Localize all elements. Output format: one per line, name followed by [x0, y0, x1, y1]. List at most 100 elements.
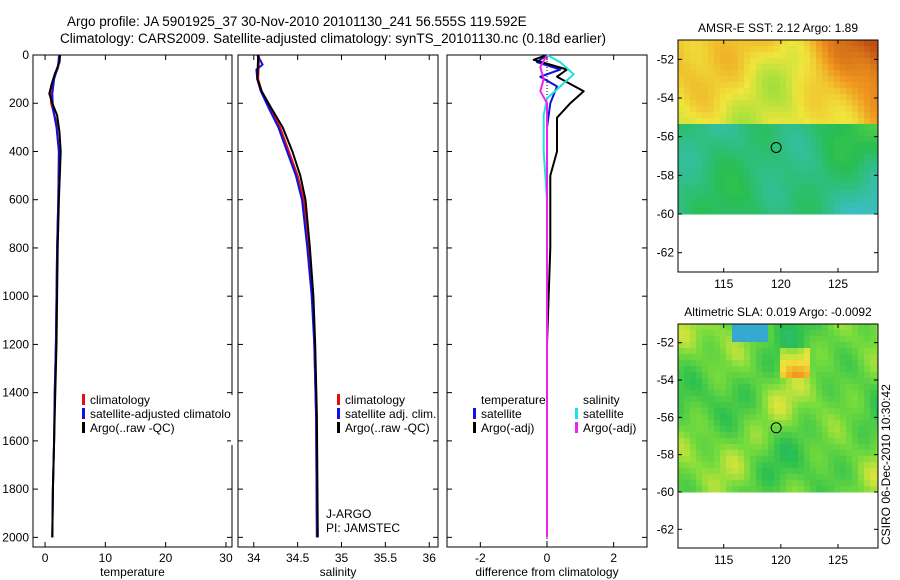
sst_map-cell [756, 196, 763, 203]
sla_map-cell [876, 372, 879, 379]
sla_map-cell [738, 420, 745, 427]
sla_map-cell [852, 348, 859, 355]
sst_map-cell [810, 100, 817, 107]
sla_map-cell [852, 360, 859, 367]
sla_map-cell [726, 336, 733, 343]
sst_map-cell [858, 160, 865, 167]
sla_map-cell [768, 402, 775, 409]
sla_map-cell [702, 420, 709, 427]
sla_map-cell [822, 420, 829, 427]
sst_map-cell [726, 184, 733, 191]
sla_map-cell [780, 444, 787, 451]
sst_map-cell [834, 148, 841, 155]
sst_map-cell [816, 94, 823, 101]
sla_map-cell [762, 474, 769, 481]
sst_map-cell [846, 124, 853, 131]
sst_map-cell [846, 196, 853, 203]
sla_map-cell [846, 432, 853, 439]
sst_map-cell [852, 112, 859, 119]
sst_map-cell [714, 106, 721, 113]
sst_map-cell [738, 202, 745, 209]
sst_map-cell [726, 172, 733, 179]
temperature-ytick-label: 0 [22, 48, 29, 62]
sst_map-cell [810, 178, 817, 185]
sst_map-cell [756, 208, 763, 215]
sla_map-cell [792, 438, 799, 445]
sla_map-cell [696, 360, 703, 367]
sst_map-cell [696, 160, 703, 167]
sst_map-cell [876, 142, 879, 149]
sst_map-cell [810, 136, 817, 143]
sla_map-cell [810, 402, 817, 409]
sla_map-cell [726, 480, 733, 487]
sla_map-cell [816, 336, 823, 343]
sla_map-cell [846, 468, 853, 475]
sst_map-cell [828, 64, 835, 71]
sla_map-cell [798, 450, 805, 457]
sst_map-cell [720, 178, 727, 185]
sla_map-cell [702, 486, 709, 493]
sst_map-cell [834, 196, 841, 203]
sla_map-cell [804, 426, 811, 433]
sla_map-cell [732, 438, 739, 445]
sst_map-cell [864, 124, 871, 131]
sst_map-cell [810, 130, 817, 137]
sla_map-cell [756, 342, 763, 349]
sla_map-cell [696, 426, 703, 433]
sla_map-cell [744, 420, 751, 427]
sla_map-cell [804, 348, 811, 355]
sst_map-cell [876, 178, 879, 185]
sla_map-cell [858, 324, 865, 331]
sst_map-cell [726, 196, 733, 203]
sla_map-cell [756, 456, 763, 463]
sst_map-cell [750, 118, 757, 125]
sst_map-cell [738, 142, 745, 149]
sst_map-cell [804, 52, 811, 59]
sla_map-cell [732, 408, 739, 415]
sst_map-cell [852, 208, 859, 215]
sla_map-cell [792, 360, 799, 367]
sla_map-cell [714, 456, 721, 463]
sst_map-cell [732, 172, 739, 179]
sst_map-cell [852, 184, 859, 191]
sla_map-cell [870, 378, 877, 385]
sla_map-cell [732, 444, 739, 451]
sst_map-cell [840, 190, 847, 197]
sla_map-cell [714, 324, 721, 331]
sla_map-cell [732, 432, 739, 439]
sst_map-cell [708, 142, 715, 149]
sst_map-cell [846, 106, 853, 113]
sla_map-cell [726, 486, 733, 493]
sst_map-cell [696, 202, 703, 209]
sla_map-cell [714, 414, 721, 421]
salinity-xtick-label: 34.5 [286, 551, 310, 565]
sst_map-cell [678, 46, 685, 53]
sla_map-cell [744, 342, 751, 349]
sla_map-cell [804, 408, 811, 415]
sla_map-cell [690, 354, 697, 361]
sst_map-cell [834, 124, 841, 131]
sla_map-cell [756, 480, 763, 487]
sst_map-cell [786, 142, 793, 149]
sst_map-cell [690, 106, 697, 113]
sla_map-cell [828, 486, 835, 493]
sla_map-cell [762, 330, 769, 337]
sst_map-cell [744, 58, 751, 65]
sst_map-cell [858, 178, 865, 185]
sla_map-cell [864, 444, 871, 451]
sst_map-ytick-label: -54 [657, 91, 675, 105]
sla_map-cell [696, 474, 703, 481]
sla_map-cell [846, 456, 853, 463]
sst_map-cell [750, 112, 757, 119]
sst_map-cell [816, 124, 823, 131]
sst_map-cell [864, 46, 871, 53]
sla_map-cell [828, 450, 835, 457]
sst_map-cell [762, 118, 769, 125]
sla_map-cell [720, 426, 727, 433]
sla_map-cell [840, 462, 847, 469]
sst_map-cell [864, 52, 871, 59]
sst_map-cell [708, 58, 715, 65]
sla_map-cell [864, 372, 871, 379]
sst_map-cell [858, 88, 865, 95]
